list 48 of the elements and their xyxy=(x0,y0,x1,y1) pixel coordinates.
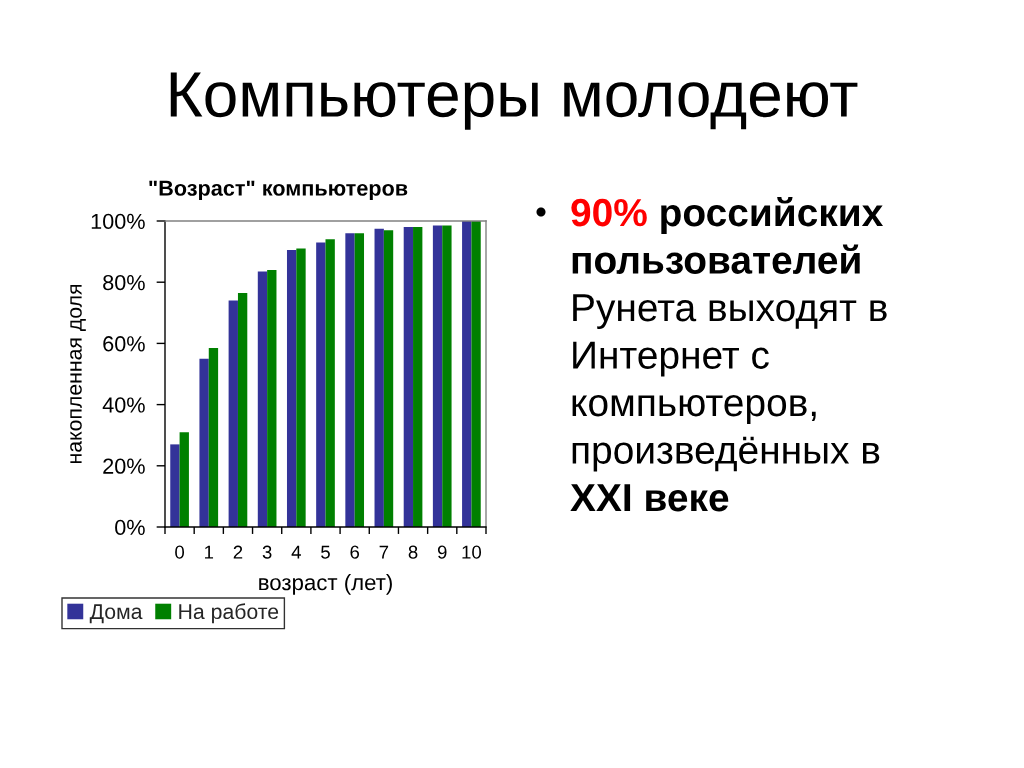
bar xyxy=(296,248,306,527)
bar xyxy=(432,225,443,527)
x-tick-label: 1 xyxy=(205,545,214,559)
bar xyxy=(325,239,335,527)
y-axis-title: накопленная доля xyxy=(70,284,86,464)
x-tick-label: 5 xyxy=(321,545,330,559)
y-tick-label: 40% xyxy=(102,397,145,413)
x-tick-label: 4 xyxy=(291,545,301,559)
bar xyxy=(199,358,209,527)
bar xyxy=(316,242,326,527)
x-tick-label: 2 xyxy=(233,545,243,559)
bar xyxy=(442,225,452,527)
bar xyxy=(374,228,384,527)
x-tick-label: 10 xyxy=(462,545,482,559)
y-tick-label: 60% xyxy=(103,336,145,352)
x-tick-label: 8 xyxy=(408,545,418,559)
bar xyxy=(179,432,189,527)
bar xyxy=(403,227,414,527)
bar xyxy=(462,221,472,527)
chart-subtitle: "Возраст" компьютеров xyxy=(149,180,408,201)
x-axis-title: возраст (лет) xyxy=(259,574,392,595)
y-tick-label: 20% xyxy=(103,458,145,474)
bar xyxy=(237,292,248,527)
x-tick-label: 7 xyxy=(379,545,389,559)
chart-title: Компьютеры молодеют xyxy=(170,72,858,130)
x-tick-label: 9 xyxy=(437,545,447,559)
y-tick-label: 80% xyxy=(103,274,145,291)
x-tick-label: 3 xyxy=(262,545,272,559)
legend-label: Дома xyxy=(89,604,143,624)
bar xyxy=(345,233,355,527)
text: 90% российских пользователей xyxy=(571,197,884,274)
bar xyxy=(413,227,423,527)
text: Рунета выходят в Интернет с компьютеров, произведённых в xyxy=(572,294,887,472)
text: XXI веке xyxy=(570,484,729,512)
bar xyxy=(208,347,219,527)
bar xyxy=(286,250,297,527)
y-tick-label: 0% xyxy=(115,519,145,536)
x-tick-label: 0 xyxy=(175,545,185,559)
bar xyxy=(228,300,238,527)
x-tick-label: 6 xyxy=(350,545,360,559)
y-tick-label: 100% xyxy=(91,213,145,230)
bar xyxy=(257,271,268,527)
bar xyxy=(471,221,481,527)
bar xyxy=(267,269,277,527)
bar xyxy=(354,233,365,527)
bar xyxy=(383,230,394,527)
bar xyxy=(170,444,180,527)
legend-label: На работе xyxy=(179,603,279,624)
